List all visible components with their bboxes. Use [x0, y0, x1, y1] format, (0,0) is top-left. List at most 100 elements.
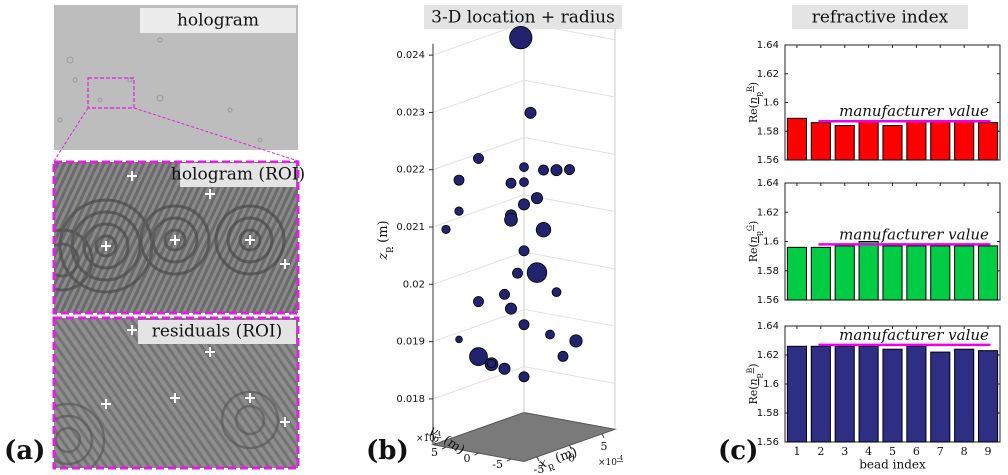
label-part: p: [546, 461, 555, 472]
bar: [978, 350, 999, 443]
label-part: ×10: [416, 434, 435, 444]
tick-mark: [569, 445, 572, 450]
reference-label: manufacturer value: [839, 225, 989, 243]
y-tick-label: -5: [492, 458, 503, 471]
bar: [954, 348, 975, 443]
reference-label: manufacturer value: [839, 102, 989, 120]
bar: [858, 241, 879, 301]
roi-label: residuals (ROI): [152, 322, 283, 342]
y-tick-label: 1.62: [757, 69, 779, 80]
y-tick-label: 0: [464, 452, 471, 465]
bead: [512, 267, 523, 279]
bead: [545, 329, 555, 340]
bar: [954, 120, 975, 161]
bar: [906, 345, 927, 443]
bead: [518, 319, 530, 331]
bead: [509, 26, 533, 50]
bar: [954, 245, 975, 301]
bar: [786, 345, 808, 443]
bead: [557, 350, 569, 362]
y-axis-label: Re(npG): [745, 221, 763, 263]
label-part: n: [747, 97, 760, 104]
title-box: [792, 5, 968, 29]
bar: [882, 125, 903, 161]
title-box: [424, 5, 622, 29]
grid-line: [432, 22, 616, 56]
panel-label: (b): [366, 436, 409, 466]
y-tick-label: 1.56: [757, 155, 779, 166]
y-tick-label: 1.58: [757, 126, 779, 137]
x-tick-label: 6: [913, 445, 920, 458]
bar: [786, 117, 808, 161]
zoom-line: [133, 107, 299, 162]
z-tick-label: 0.024: [396, 50, 425, 61]
label-part: ): [747, 82, 760, 86]
y-tick-label: 1.6: [763, 98, 779, 109]
label-part: ): [747, 363, 760, 367]
roi-border: [52, 316, 300, 470]
label-part: n: [747, 236, 760, 243]
x-tick-label: 4: [865, 445, 872, 458]
bead: [473, 296, 484, 308]
label-part: -4: [435, 431, 441, 438]
bead: [499, 288, 510, 300]
bead: [526, 262, 548, 283]
z-tick-label: 0.019: [396, 337, 425, 348]
label-part: p: [431, 433, 442, 445]
label-part: G: [745, 225, 754, 231]
bead: [473, 152, 484, 164]
bead: [505, 177, 517, 189]
bead: [455, 335, 463, 344]
panel-a: hologram hologram (ROI) residuals (ROI): [4, 5, 305, 470]
bar: [882, 245, 903, 301]
zoom-box: [87, 77, 135, 109]
bead: [569, 334, 583, 348]
bead: [469, 347, 488, 367]
label-part: R: [745, 86, 754, 92]
grid-line: [432, 366, 616, 400]
particles: [57, 37, 263, 143]
label-part: p: [754, 231, 763, 236]
bar: [978, 122, 999, 161]
label-part: B: [745, 367, 754, 373]
bar: [834, 125, 855, 161]
scale-note: ×10-4: [416, 431, 441, 444]
bar: [882, 348, 903, 443]
y-tick-label: 1.62: [757, 207, 779, 218]
label-part: -4: [617, 455, 623, 462]
reference-label: manufacturer value: [839, 326, 989, 344]
bar: [906, 245, 927, 301]
y-tick-label: 1.64: [757, 40, 779, 51]
label-part: p: [754, 92, 763, 97]
label-part: ): [747, 221, 760, 225]
bar: [858, 120, 879, 161]
bead-markers: [101, 171, 290, 427]
y-tick-label: 5: [431, 446, 438, 459]
y-tick-label: 1.64: [757, 321, 779, 332]
bead: [518, 245, 530, 257]
bead: [518, 371, 530, 383]
x-tick-label: 9: [985, 445, 992, 458]
bead: [453, 174, 465, 186]
panel-label: (a): [4, 436, 45, 466]
y-axis-label: Re(npR): [745, 82, 763, 123]
x-tick-label: 7: [937, 445, 944, 458]
bar: [834, 245, 855, 301]
y-tick-label: 1.58: [757, 408, 779, 419]
scale-note: ×10-4: [598, 455, 623, 468]
bead: [519, 177, 529, 187]
tick-mark: [536, 456, 540, 462]
bar: [810, 122, 831, 161]
z-tick-label: 0.022: [396, 165, 425, 176]
bead: [498, 362, 511, 375]
label-part: Re(: [747, 243, 760, 262]
x-tick-label: 1: [793, 445, 800, 458]
grid-line: [432, 79, 616, 113]
bar: [786, 246, 808, 301]
y-tick-label: 1.64: [757, 178, 779, 189]
roi-border: [52, 160, 300, 315]
tick-mark: [474, 452, 479, 456]
x-tick-label: 8: [961, 445, 968, 458]
bead: [531, 192, 544, 205]
bead: [550, 164, 563, 177]
